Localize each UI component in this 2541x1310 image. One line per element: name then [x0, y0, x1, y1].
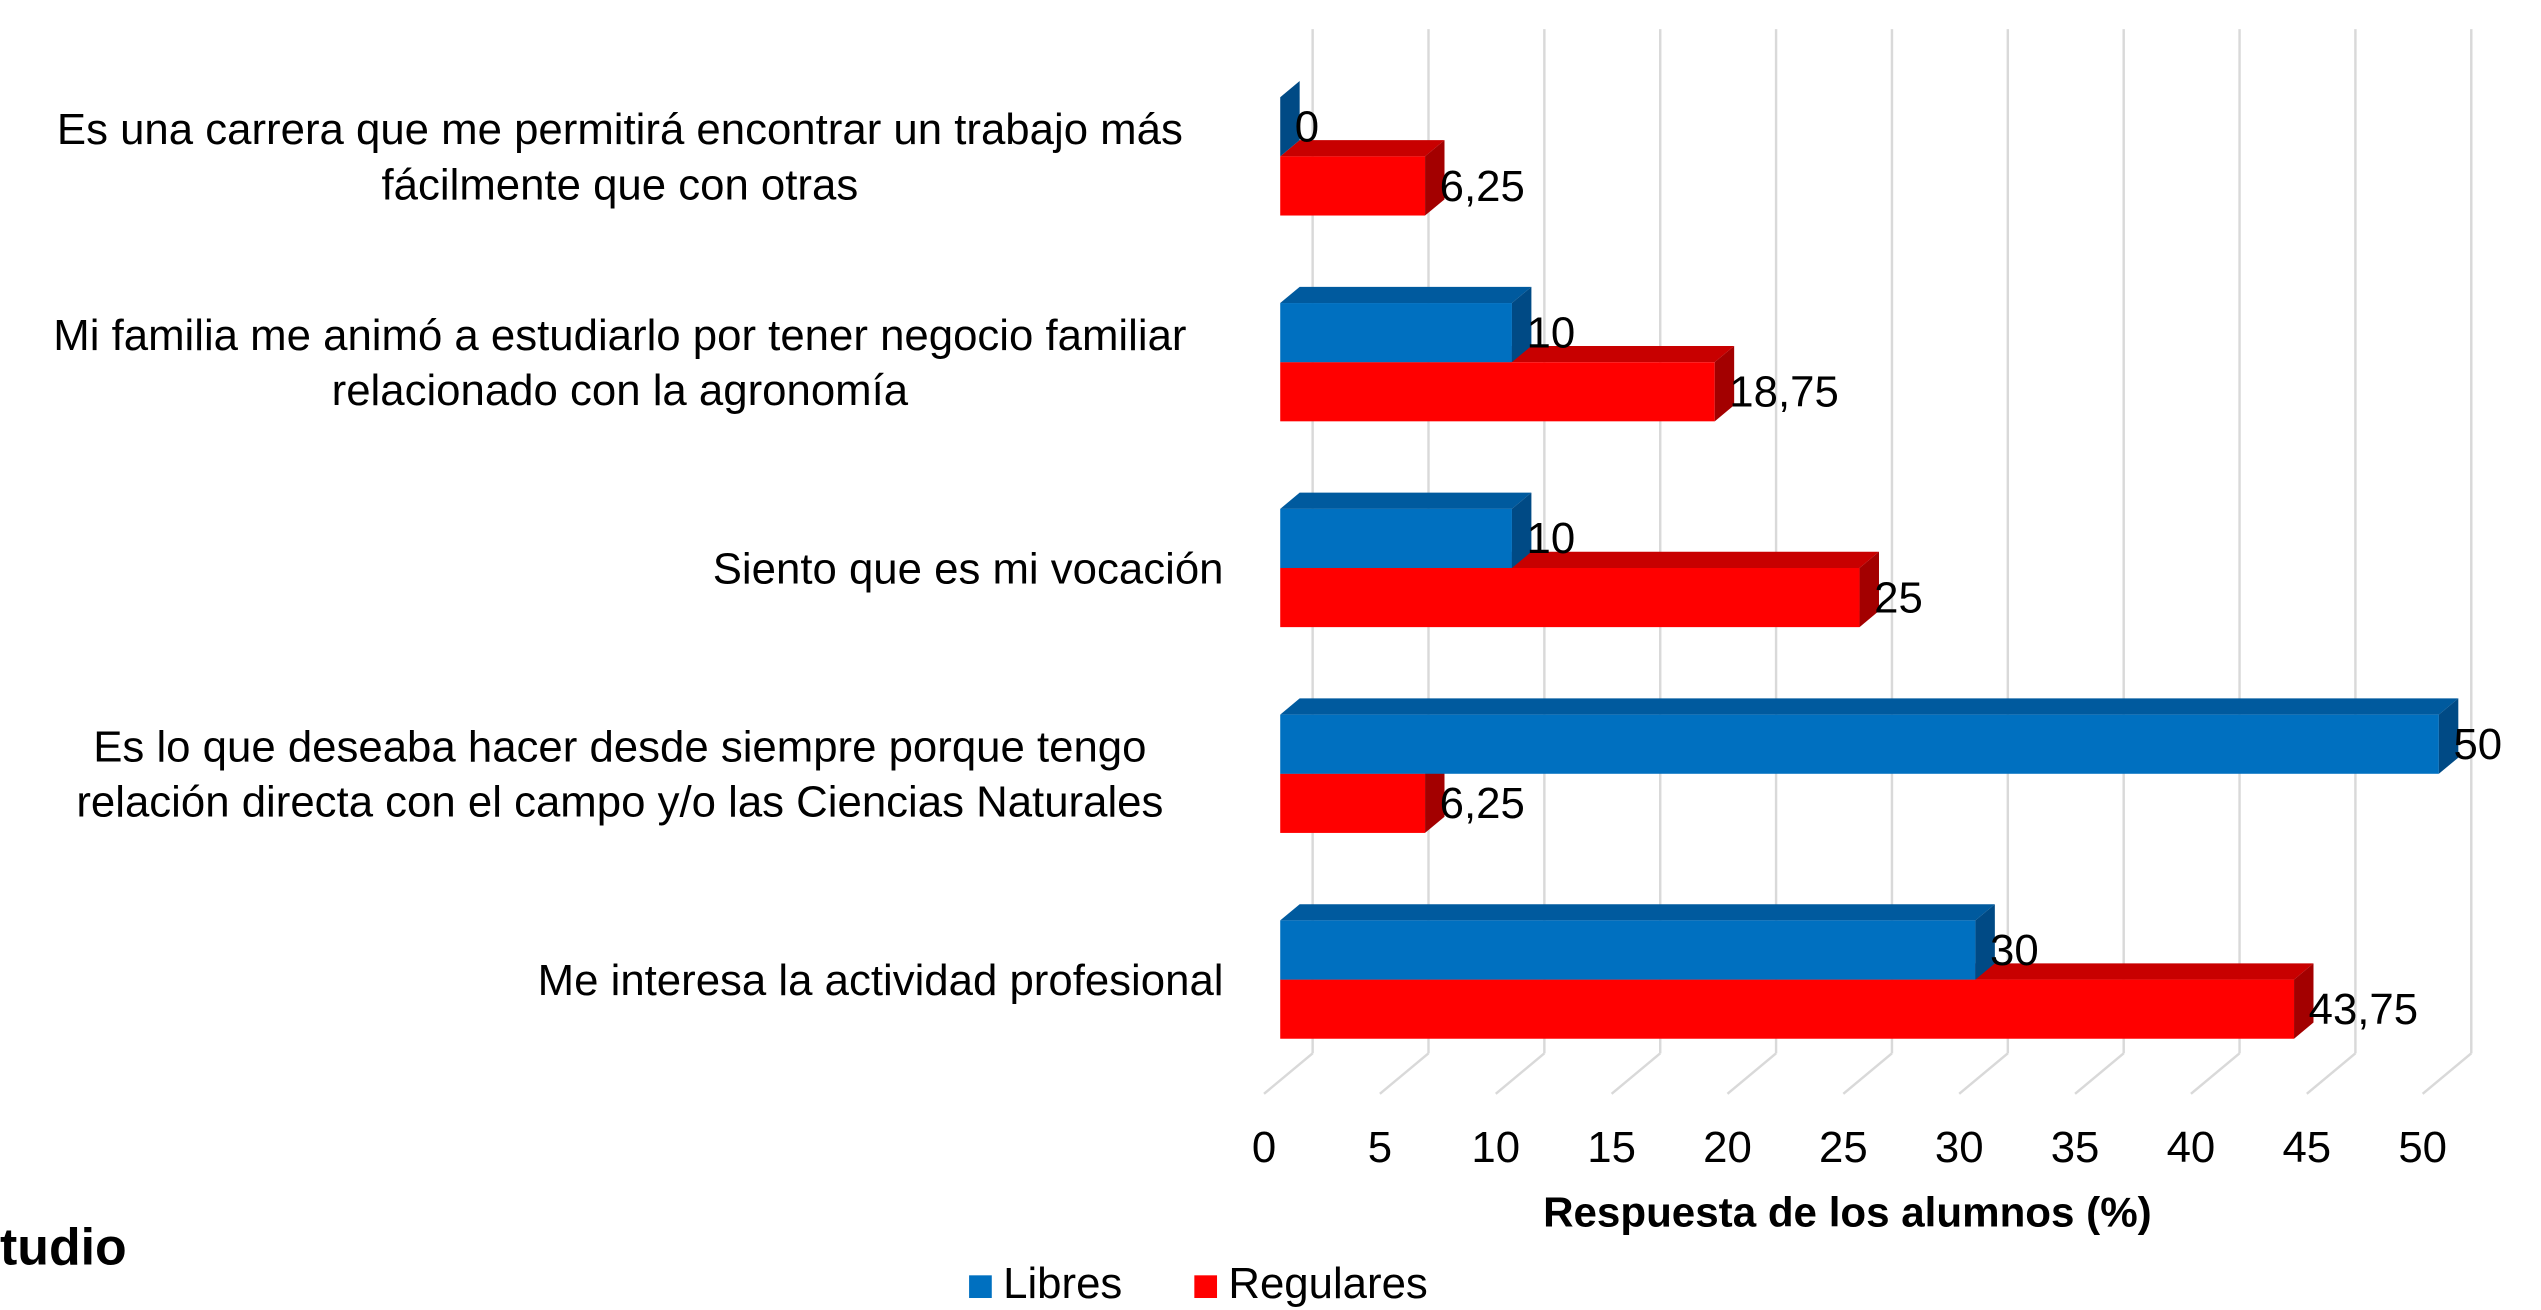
data-label: 6,25 — [1440, 779, 1525, 828]
legend-swatch — [1194, 1275, 1218, 1299]
category-label: Mi familia me animó a estudiarlo por ten… — [16, 281, 1223, 443]
floor-line — [1726, 1052, 1777, 1095]
category-label: Es lo que deseaba hacer desde siempre po… — [16, 693, 1223, 855]
category-label-text: Mi familia me animó a estudiarlo por ten… — [53, 310, 1187, 415]
x-tick-label: 15 — [1587, 1123, 1636, 1172]
legend-label: Regulares — [1228, 1259, 1427, 1308]
bar — [1280, 773, 1426, 833]
bar-side — [1714, 345, 1735, 422]
bar-top — [1280, 286, 1532, 304]
floor-line — [2074, 1052, 2125, 1095]
bar-side — [1280, 81, 1300, 157]
legend-label: Libres — [1003, 1259, 1122, 1308]
data-label: 6,25 — [1440, 162, 1525, 211]
category-label-box: Me interesa la actividad profesional — [16, 899, 1224, 1061]
category-label-box: Mi familia me animó a estudiarlo por ten… — [16, 281, 1223, 443]
category-label-box: Es lo que deseaba hacer desde siempre po… — [16, 693, 1223, 855]
data-label: 10 — [1527, 308, 1576, 357]
data-label: 25 — [1874, 573, 1923, 622]
data-label: 10 — [1527, 514, 1576, 563]
category-label: Es una carrera que me permitirá encontra… — [16, 75, 1223, 237]
category-label-box: Es una carrera que me permitirá encontra… — [16, 75, 1223, 237]
floor-line — [2421, 1052, 2473, 1095]
floor-line — [1263, 1052, 1314, 1095]
floor-line — [1842, 1052, 1893, 1095]
floor-line — [2190, 1052, 2241, 1095]
bar — [1280, 303, 1512, 363]
category-label-text: Es lo que deseaba hacer desde siempre po… — [76, 721, 1164, 826]
bar-side — [1975, 904, 1995, 980]
labels: 6,25 0 Es una carrera que me permitirá enc… — [16, 75, 2502, 1061]
x-axis-title: Respuesta de los alumnos (%) — [1543, 1188, 2152, 1235]
bar-side — [1859, 551, 1879, 628]
bar-side — [1425, 757, 1445, 833]
data-label: 50 — [2453, 720, 2502, 769]
floor-line — [2306, 1052, 2357, 1095]
x-tick-label: 35 — [2051, 1123, 2100, 1172]
bar-side — [2438, 698, 2459, 774]
floor-line — [1610, 1052, 1662, 1095]
bar — [1280, 508, 1512, 568]
category-label: Me interesa la actividad profesional — [16, 899, 1224, 1061]
floor-line — [1379, 1052, 1430, 1095]
category-label-box: Siento que es mi vocación — [16, 487, 1224, 649]
bar-top — [1280, 492, 1532, 509]
x-tick-label: 40 — [2167, 1123, 2216, 1172]
floor-line — [1494, 1052, 1546, 1095]
x-tick-label: 50 — [2398, 1123, 2447, 1172]
data-label: 43,75 — [2309, 985, 2418, 1034]
annotation: tudio — [0, 1218, 127, 1276]
x-tick-label: 25 — [1819, 1123, 1868, 1172]
bar — [1280, 920, 1976, 980]
bar — [1280, 362, 1715, 422]
data-label: 30 — [1990, 926, 2039, 975]
x-tick-label: 5 — [1368, 1123, 1392, 1172]
data-label: 0 — [1295, 103, 1319, 152]
data-label: 18,75 — [1729, 368, 1838, 417]
bar — [1280, 156, 1426, 216]
x-tick-label: 20 — [1703, 1123, 1752, 1172]
x-tick-label: 10 — [1471, 1123, 1520, 1172]
x-tick-label: 45 — [2282, 1123, 2331, 1172]
category-label: Siento que es mi vocación — [16, 487, 1224, 649]
bar-top — [1280, 140, 1445, 157]
bars — [1280, 81, 2459, 1039]
x-tick-label: 0 — [1252, 1123, 1276, 1172]
category-label-text: Siento que es mi vocación — [712, 543, 1224, 593]
floor-line — [1958, 1052, 2009, 1095]
bar-side — [1511, 286, 1532, 363]
category-label-text: Es una carrera que me permitirá encontra… — [56, 104, 1183, 209]
bar — [1280, 979, 2295, 1039]
bar — [1280, 714, 2439, 774]
bar-side — [1425, 140, 1445, 216]
legend-swatch — [969, 1275, 992, 1299]
x-tick-label: 30 — [1935, 1123, 1984, 1172]
bar-side — [2294, 963, 2314, 1039]
bar-top — [1280, 904, 1995, 921]
bar-side — [1511, 492, 1532, 568]
bar-top — [1280, 698, 2459, 715]
category-label-text: Me interesa la actividad profesional — [537, 955, 1224, 1004]
bar — [1280, 567, 1860, 628]
